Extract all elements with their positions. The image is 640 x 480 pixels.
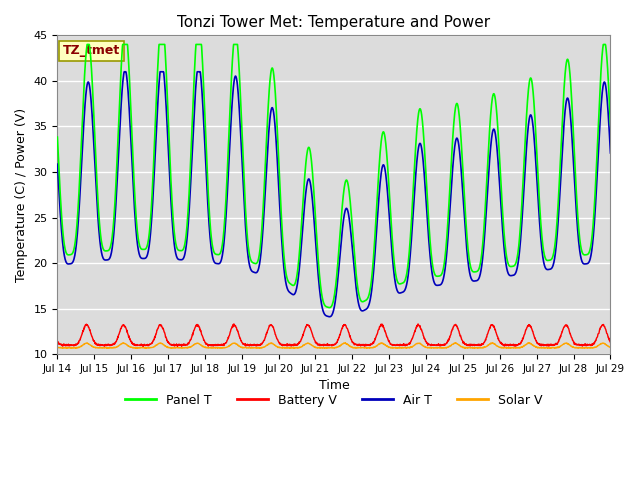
Title: Tonzi Tower Met: Temperature and Power: Tonzi Tower Met: Temperature and Power — [177, 15, 490, 30]
Legend: Panel T, Battery V, Air T, Solar V: Panel T, Battery V, Air T, Solar V — [120, 389, 548, 412]
Y-axis label: Temperature (C) / Power (V): Temperature (C) / Power (V) — [15, 108, 28, 282]
Text: TZ_tmet: TZ_tmet — [63, 45, 120, 58]
X-axis label: Time: Time — [319, 379, 349, 393]
